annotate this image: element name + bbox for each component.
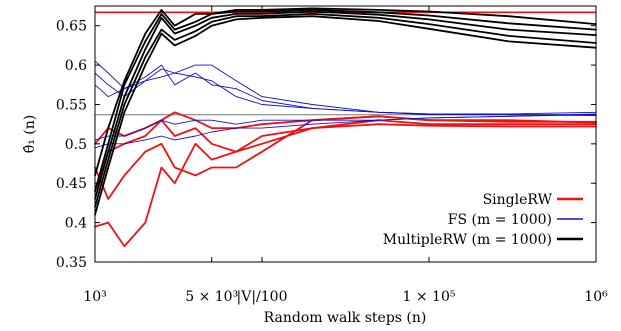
x-tick-label: |V|/100 [237, 289, 288, 305]
x-tick-label: 10³ [83, 289, 106, 305]
x-tick-label: 1 × 10⁵ [403, 289, 456, 305]
legend: SingleRW FS (m = 1000) MultipleRW (m = 100… [383, 192, 583, 248]
legend-label: MultipleRW (m = 1000) [383, 232, 552, 248]
series-line-1-run-4 [94, 113, 597, 149]
x-axis-label: Random walk steps (n) [264, 310, 427, 326]
y-tick-label: 0.6 [65, 58, 87, 74]
series-line-2-run-3 [94, 12, 597, 208]
series-line-0-run-0 [94, 119, 597, 248]
y-tick-label: 0.65 [56, 19, 87, 35]
legend-label: FS (m = 1000) [448, 212, 552, 228]
series-line-2-run-2 [94, 10, 597, 200]
series-line-0-run-2 [94, 119, 597, 193]
x-tick-label: 10⁶ [584, 289, 608, 305]
series-line-1-run-2 [94, 64, 597, 116]
series-line-0-run-3 [94, 111, 597, 145]
y-tick-label: 0.4 [65, 216, 87, 232]
series-line-0-run-1 [94, 115, 597, 200]
series-line-1-run-0 [94, 60, 597, 115]
y-tick-label: 0.35 [56, 255, 87, 271]
series-line-1-run-1 [94, 64, 597, 116]
y-tick-label: 0.55 [56, 97, 87, 113]
series-line-2-run-1 [94, 8, 597, 193]
plot-frame [94, 5, 597, 263]
legend-label: SingleRW [483, 192, 553, 208]
series-line-2-run-4 [94, 15, 597, 216]
x-tick-label: 5 × 10³ [185, 289, 238, 305]
y-tick-label: 0.5 [65, 137, 87, 153]
series-line-2-run-0 [94, 7, 597, 177]
y-tick-label: 0.45 [56, 176, 87, 192]
y-axis-label: θ̂₁ (n) [22, 115, 38, 153]
